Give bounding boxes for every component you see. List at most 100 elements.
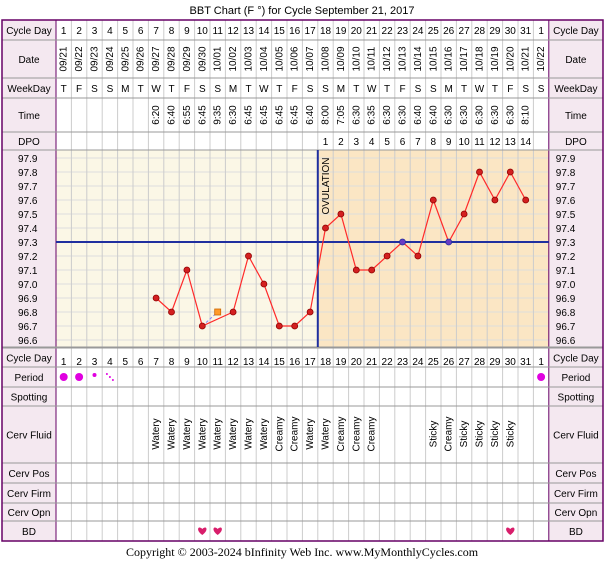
weekday-cell: W [151, 84, 161, 95]
cerv-fluid-cell: Creamy [336, 416, 347, 451]
cerv-fluid-cell: Sticky [490, 421, 501, 448]
row-label-cerv_pos-left: Cerv Pos [8, 469, 49, 480]
dpo-cell: 4 [369, 137, 375, 148]
cycle-day-number: 9 [184, 26, 190, 37]
cycle-day-number-bottom: 9 [184, 357, 190, 368]
date-cell: 09/24 [105, 46, 116, 71]
y-tick-label-left: 97.3 [18, 238, 38, 249]
cycle-day-number-bottom: 3 [92, 357, 98, 368]
cycle-day-number: 21 [366, 26, 378, 37]
row-label-bg-left [2, 78, 56, 98]
row-label-bg-right [548, 406, 603, 463]
row-label-period-left: Period [15, 373, 44, 384]
weekday-cell: T [138, 84, 144, 95]
dpo-cell: 10 [459, 137, 471, 148]
cerv-fluid-cell: Creamy [351, 416, 362, 451]
row-label-date-right: Date [565, 55, 587, 66]
post-ovulation-area [317, 150, 549, 347]
cycle-day-number: 23 [397, 26, 409, 37]
cycle-day-number: 1 [538, 26, 544, 37]
date-cell: 10/19 [490, 46, 501, 71]
date-cell: 10/18 [475, 46, 486, 71]
date-cell: 09/21 [59, 46, 70, 71]
weekday-cell: T [461, 84, 467, 95]
period-dot-light [111, 379, 114, 381]
date-cell: 10/11 [367, 46, 378, 71]
time-cell: 6:40 [305, 105, 316, 125]
bd-heart-icon [198, 527, 207, 535]
bd-heart-icon [213, 527, 222, 535]
temperature-point [291, 322, 299, 330]
row-label-time-left: Time [18, 111, 40, 122]
cycle-day-number: 15 [274, 26, 286, 37]
row-label-bg-right [548, 521, 603, 541]
date-cell: 09/28 [167, 46, 178, 71]
cerv-fluid-cell: Creamy [367, 416, 378, 451]
y-tick-label-right: 96.6 [556, 336, 576, 347]
cycle-day-number-bottom: 27 [459, 357, 471, 368]
cycle-day-number: 19 [335, 26, 347, 37]
y-tick-label-right: 97.6 [556, 196, 576, 207]
cycle-day-number: 1 [61, 26, 67, 37]
weekday-cell: F [184, 84, 190, 95]
weekday-cell: W [475, 84, 485, 95]
row-label-bg-left [2, 503, 56, 521]
temperature-point [275, 322, 283, 330]
row-label-cycle_day-right: Cycle Day [553, 354, 599, 365]
date-cell: 09/29 [182, 46, 193, 71]
y-tick-label-left: 96.6 [18, 336, 38, 347]
row-label-bg-right [548, 348, 603, 367]
cycle-day-number: 10 [197, 26, 209, 37]
row-label-bd-left: BD [22, 527, 36, 538]
cycle-day-number: 3 [92, 26, 98, 37]
date-cell: 10/15 [428, 46, 439, 71]
weekday-cell: S [415, 84, 422, 95]
cycle-day-number-bottom: 26 [443, 357, 455, 368]
time-cell: 6:30 [444, 105, 455, 125]
time-cell: 6:40 [167, 105, 178, 125]
time-cell: 6:30 [382, 105, 393, 125]
time-cell: 6:55 [182, 105, 193, 125]
time-cell: 6:30 [351, 105, 362, 125]
tick-column-bg-left [2, 150, 56, 347]
row-label-period-right: Period [561, 373, 590, 384]
time-cell: 6:30 [505, 105, 516, 125]
weekday-cell: T [245, 84, 251, 95]
row-label-weekday-left: WeekDay [7, 84, 50, 95]
cycle-day-number: 8 [169, 26, 175, 37]
cycle-day-number: 24 [412, 26, 424, 37]
time-cell: 6:30 [475, 105, 486, 125]
row-label-time-right: Time [565, 111, 587, 122]
row-label-bg-right [548, 40, 603, 78]
temperature-point [183, 266, 191, 274]
cycle-day-number-bottom: 30 [505, 357, 517, 368]
temperature-point [152, 294, 160, 302]
dpo-cell: 7 [415, 137, 421, 148]
cycle-day-number: 13 [243, 26, 255, 37]
date-cell: 10/10 [351, 46, 362, 71]
cycle-day-number-bottom: 4 [107, 357, 113, 368]
cycle-day-number: 18 [320, 26, 332, 37]
date-cell: 10/12 [382, 46, 393, 71]
time-cell: 6:45 [244, 105, 255, 125]
time-cell: 6:30 [228, 105, 239, 125]
y-tick-label-left: 97.4 [18, 224, 38, 235]
weekday-cell: M [229, 84, 237, 95]
cerv-fluid-cell: Creamy [444, 416, 455, 451]
weekday-cell: M [121, 84, 129, 95]
temperature-point [506, 168, 514, 176]
cycle-day-number: 2 [76, 26, 82, 37]
row-label-bg-left [2, 387, 56, 406]
date-cell: 10/05 [274, 46, 285, 71]
temperature-point [460, 210, 468, 218]
cerv-fluid-cell: Watery [182, 418, 193, 449]
y-tick-label-right: 96.7 [556, 322, 576, 333]
y-tick-label-left: 97.0 [18, 280, 38, 291]
y-tick-label-left: 97.5 [18, 210, 38, 221]
weekday-cell: S [538, 84, 545, 95]
dpo-cell: 1 [323, 137, 329, 148]
temperature-point [198, 322, 206, 330]
time-cell: 6:40 [428, 105, 439, 125]
y-tick-label-left: 97.7 [18, 182, 38, 193]
discarded-temperature-point [214, 308, 222, 316]
